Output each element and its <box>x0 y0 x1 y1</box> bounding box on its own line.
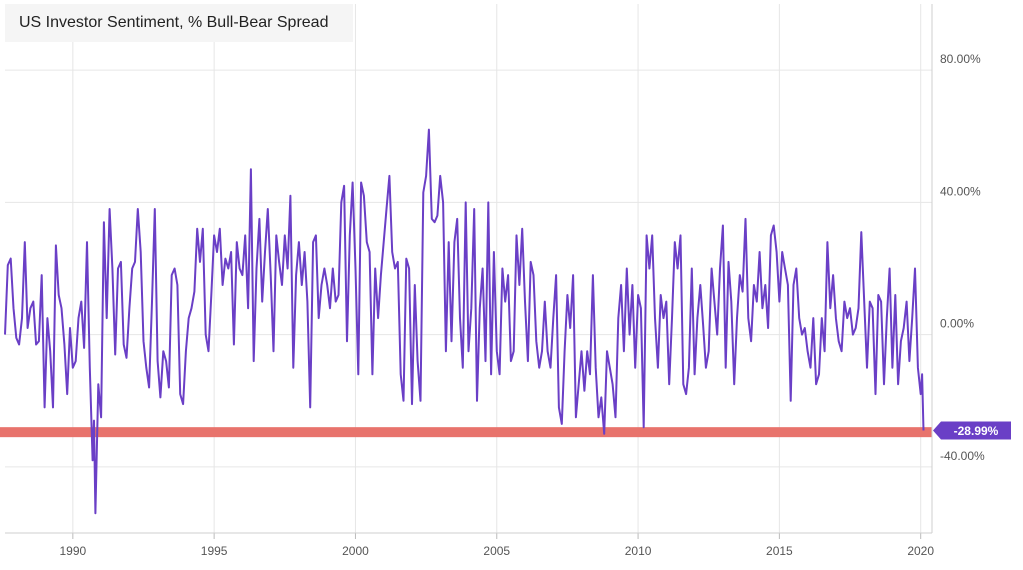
axes: 80.00% 40.00% 0.00% -40.00% 1990 1995 2000 2005… <box>5 4 985 558</box>
grid <box>5 4 932 533</box>
x-tick-label: 2010 <box>625 544 652 558</box>
x-tick-label: 1995 <box>201 544 228 558</box>
current-value-badge: -28.99% <box>933 421 1011 440</box>
current-value-label: -28.99% <box>954 424 999 438</box>
x-tick-label: 2015 <box>766 544 793 558</box>
series-layer <box>4 128 925 515</box>
series-line <box>4 128 925 515</box>
x-tick-label: 1990 <box>59 544 86 558</box>
chart-title: US Investor Sentiment, % Bull-Bear Sprea… <box>19 14 329 31</box>
y-tick-label: -40.00% <box>940 449 985 463</box>
x-tick-label: 2000 <box>342 544 369 558</box>
reference-band <box>0 427 932 438</box>
x-tick-label: 2005 <box>483 544 510 558</box>
y-tick-label: 40.00% <box>940 184 981 198</box>
reference-line <box>0 427 932 438</box>
current-value-badge-shape <box>933 421 1011 440</box>
y-tick-label: 80.00% <box>940 52 981 66</box>
y-tick-label: 0.00% <box>940 317 974 331</box>
x-tick-label: 2020 <box>907 544 934 558</box>
chart-title-box: US Investor Sentiment, % Bull-Bear Sprea… <box>5 4 353 42</box>
